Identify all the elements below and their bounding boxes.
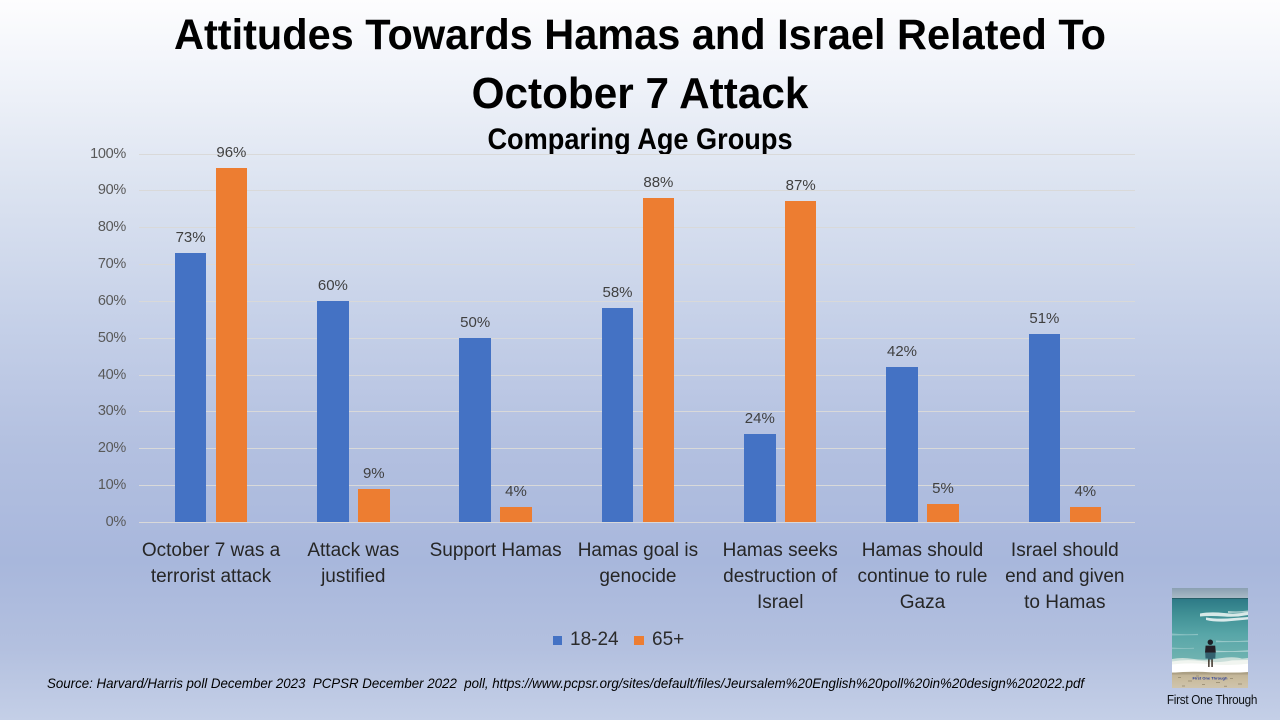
svg-text:First One Through: First One Through (1193, 676, 1228, 681)
